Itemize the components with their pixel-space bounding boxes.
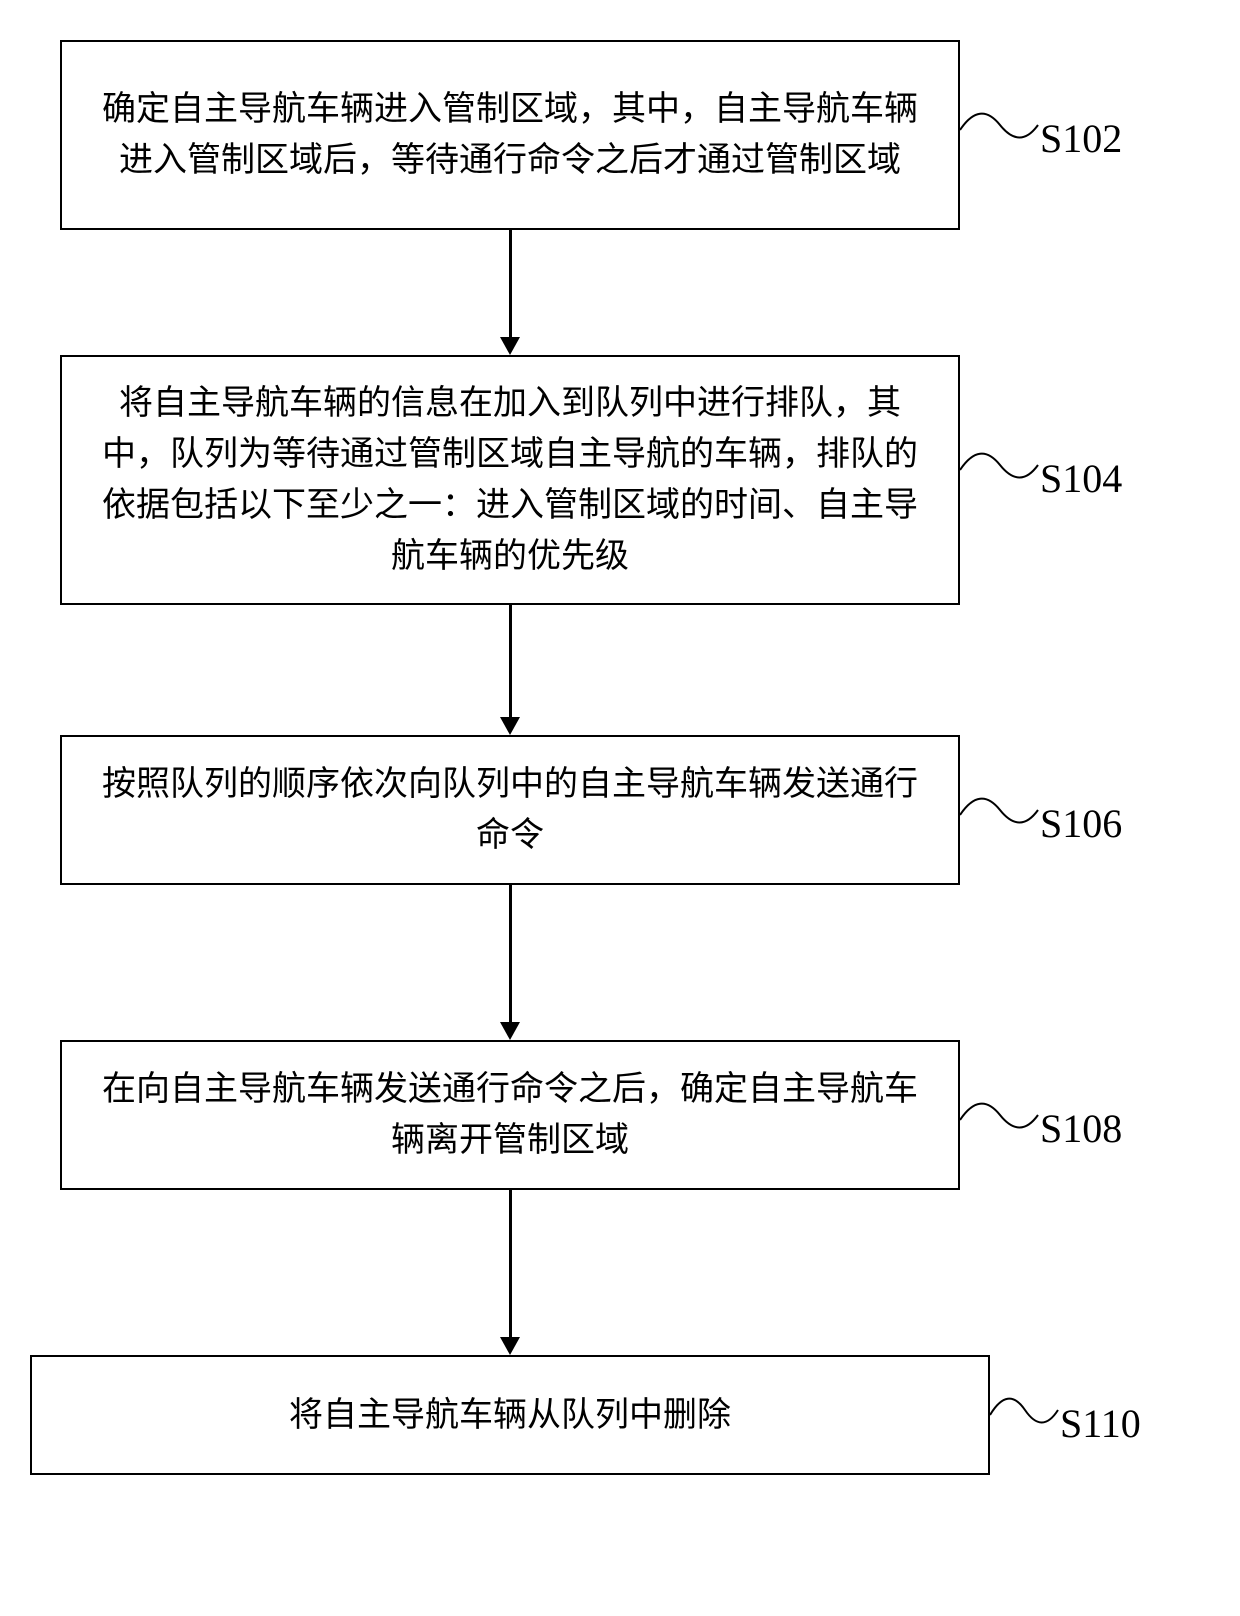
node-2-label: S104 xyxy=(1040,455,1122,502)
flowchart-node-3: 按照队列的顺序依次向队列中的自主导航车辆发送通行命令 xyxy=(60,735,960,885)
label-connector-5 xyxy=(990,1380,1060,1440)
node-4-label: S108 xyxy=(1040,1105,1122,1152)
arrow-4-5-head xyxy=(500,1337,520,1355)
node-3-text: 按照队列的顺序依次向队列中的自主导航车辆发送通行命令 xyxy=(92,759,928,861)
node-1-label: S102 xyxy=(1040,115,1122,162)
label-connector-3 xyxy=(960,780,1040,840)
flowchart-node-4: 在向自主导航车辆发送通行命令之后，确定自主导航车辆离开管制区域 xyxy=(60,1040,960,1190)
arrow-4-5-line xyxy=(509,1190,512,1337)
arrow-3-4-line xyxy=(509,885,512,1022)
flowchart-node-1: 确定自主导航车辆进入管制区域，其中，自主导航车辆进入管制区域后，等待通行命令之后… xyxy=(60,40,960,230)
node-4-text: 在向自主导航车辆发送通行命令之后，确定自主导航车辆离开管制区域 xyxy=(92,1064,928,1166)
label-connector-2 xyxy=(960,435,1040,495)
arrow-2-3-head xyxy=(500,717,520,735)
node-2-text: 将自主导航车辆的信息在加入到队列中进行排队，其中，队列为等待通过管制区域自主导航… xyxy=(92,378,928,582)
label-connector-4 xyxy=(960,1085,1040,1145)
flowchart-node-2: 将自主导航车辆的信息在加入到队列中进行排队，其中，队列为等待通过管制区域自主导航… xyxy=(60,355,960,605)
node-1-text: 确定自主导航车辆进入管制区域，其中，自主导航车辆进入管制区域后，等待通行命令之后… xyxy=(92,84,928,186)
flowchart-container: 确定自主导航车辆进入管制区域，其中，自主导航车辆进入管制区域后，等待通行命令之后… xyxy=(0,0,1240,1616)
label-connector-1 xyxy=(960,95,1040,155)
arrow-1-2-head xyxy=(500,337,520,355)
node-5-text: 将自主导航车辆从队列中删除 xyxy=(289,1390,731,1441)
arrow-1-2-line xyxy=(509,230,512,337)
arrow-3-4-head xyxy=(500,1022,520,1040)
flowchart-node-5: 将自主导航车辆从队列中删除 xyxy=(30,1355,990,1475)
node-3-label: S106 xyxy=(1040,800,1122,847)
node-5-label: S110 xyxy=(1060,1400,1141,1447)
arrow-2-3-line xyxy=(509,605,512,717)
